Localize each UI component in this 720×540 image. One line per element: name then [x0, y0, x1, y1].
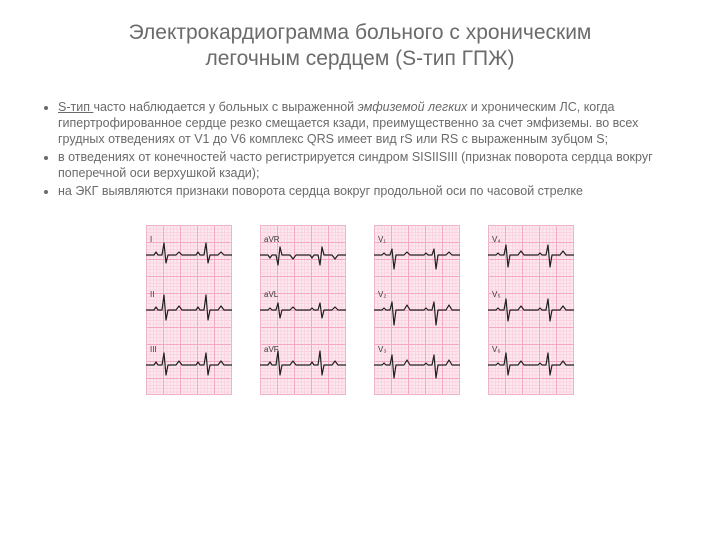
ecg-panel-limb: IIIIII: [146, 225, 232, 395]
ecg-trace: [260, 247, 346, 265]
ecg-panel-precordial-2: V₄V₅V₆: [488, 225, 574, 395]
ecg-trace: [488, 353, 574, 375]
bullet-1-underline: S-тип: [58, 100, 93, 114]
ecg-row: IIIIII aVRaVLaVF V₁V₂V₃ V₄V₅V₆: [34, 225, 686, 395]
title-line-1: Электрокардиограмма больного с хроническ…: [129, 21, 592, 44]
ecg-trace: [374, 355, 460, 378]
ecg-trace: [260, 351, 346, 375]
ecg-trace: [146, 243, 232, 263]
bullet-3: на ЭКГ выявляются признаки поворота серд…: [58, 183, 686, 199]
bullet-2: в отведениях от конечностей часто регист…: [58, 149, 686, 181]
bullet-1-italic: эмфиземой легких: [358, 100, 468, 114]
bullets-list: S-тип часто наблюдается у больных с выра…: [40, 99, 686, 199]
ecg-trace: [374, 302, 460, 325]
title-line-2: легочным сердцем (S-тип ГПЖ): [205, 47, 514, 70]
bullet-1-t1: часто наблюдается у больных с выраженной: [93, 100, 357, 114]
ecg-panel-augmented: aVRaVLaVF: [260, 225, 346, 395]
slide: Электрокардиограмма больного с хроническ…: [0, 0, 720, 540]
ecg-trace: [146, 295, 232, 320]
ecg-trace: [260, 303, 346, 318]
ecg-trace: [488, 245, 574, 267]
ecg-trace: [146, 353, 232, 375]
ecg-panel-precordial-1: V₁V₂V₃: [374, 225, 460, 395]
ecg-trace: [374, 249, 460, 269]
ecg-trace: [488, 299, 574, 321]
slide-title: Электрокардиограмма больного с хроническ…: [34, 20, 686, 73]
bullet-1: S-тип часто наблюдается у больных с выра…: [58, 99, 686, 147]
